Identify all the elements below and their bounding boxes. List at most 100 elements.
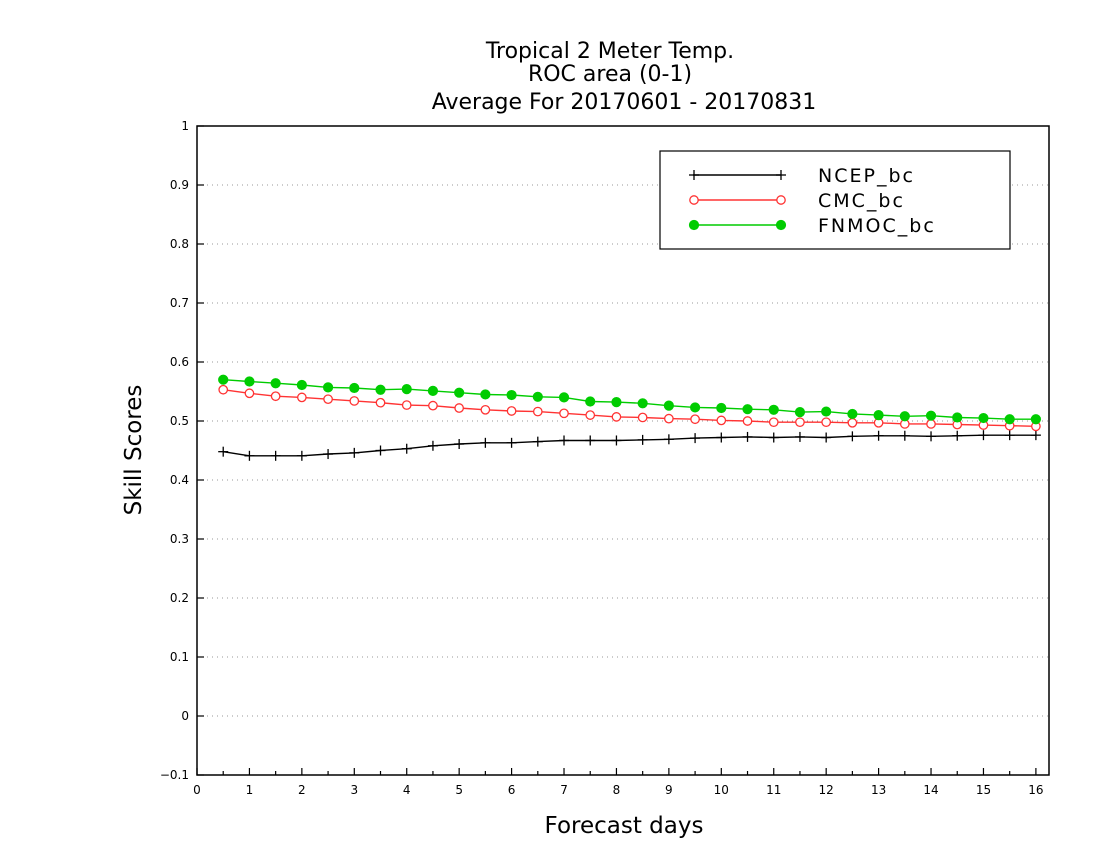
gridlines	[197, 184, 1049, 717]
data-point	[821, 417, 832, 428]
data-point	[480, 437, 491, 448]
data-point	[218, 384, 229, 395]
data-point	[375, 397, 386, 408]
data-point	[978, 430, 989, 441]
y-tick-label: 0.2	[170, 591, 189, 605]
data-point	[663, 434, 674, 445]
data-point	[585, 410, 596, 420]
data-point	[716, 402, 727, 414]
data-point	[873, 410, 884, 421]
data-point	[689, 402, 701, 413]
data-point	[637, 434, 648, 445]
x-tick-label: 8	[613, 783, 621, 797]
legend-marker	[776, 195, 786, 205]
data-point	[480, 404, 491, 415]
title-line-1: Tropical 2 Meter Temp.	[485, 39, 734, 64]
x-axis-label: Forecast days	[545, 813, 704, 839]
x-tick-label: 5	[455, 783, 463, 797]
y-tick-label: 0.5	[170, 414, 189, 428]
data-point	[1030, 414, 1041, 425]
x-tick-label: 11	[766, 783, 781, 797]
data-point	[611, 412, 622, 422]
legend-label: FNMOC_bc	[818, 215, 936, 237]
data-point	[558, 392, 570, 403]
data-point	[899, 430, 910, 441]
data-point	[323, 394, 333, 405]
x-tick-label: 2	[298, 783, 306, 797]
data-point	[401, 384, 412, 395]
data-point	[270, 450, 281, 461]
x-tick-label: 1	[246, 783, 254, 797]
series-line	[223, 434, 1036, 457]
data-point	[795, 417, 805, 428]
data-point	[794, 407, 806, 418]
data-point	[847, 417, 858, 428]
data-point	[585, 396, 596, 407]
legend-marker	[775, 219, 787, 231]
x-tick-label: 15	[976, 783, 991, 797]
data-point	[532, 391, 543, 402]
data-point	[663, 400, 674, 411]
data-point	[270, 378, 281, 389]
series-NCEP_bc	[218, 430, 1041, 461]
data-point	[742, 431, 753, 442]
x-tick-label: 6	[508, 783, 516, 797]
data-point	[637, 412, 648, 423]
data-point	[297, 392, 307, 403]
data-point	[375, 445, 386, 456]
data-point	[270, 391, 281, 402]
data-point	[349, 382, 360, 394]
data-point	[742, 416, 753, 426]
y-axis-label: Skill Scores	[121, 385, 147, 516]
x-tick-label: 0	[193, 783, 201, 797]
data-point	[454, 403, 465, 413]
data-point	[296, 450, 307, 461]
data-point	[454, 439, 465, 450]
data-point	[899, 411, 910, 422]
data-point	[794, 431, 805, 442]
data-point	[664, 413, 674, 424]
data-point	[559, 408, 569, 419]
data-point	[401, 400, 412, 410]
data-point	[768, 404, 779, 415]
data-point	[322, 382, 334, 393]
data-point	[611, 397, 622, 408]
x-tick-label: 3	[350, 783, 358, 797]
data-point	[926, 419, 936, 429]
x-axis-ticks: 0 1 2 3 4 5 6 7 8 9 10 11 12 13 14 15 16	[193, 768, 1044, 797]
x-tick-label: 4	[403, 783, 411, 797]
y-tick-label: 0.9	[170, 178, 189, 192]
legend-marker	[688, 219, 700, 231]
data-point	[244, 388, 255, 399]
data-point	[454, 387, 465, 398]
title-line-2: ROC area (0-1)	[528, 62, 692, 87]
series-layer	[218, 374, 1041, 461]
y-tick-label: 0.4	[170, 473, 189, 487]
data-point	[428, 400, 438, 411]
data-point	[952, 430, 963, 441]
y-tick-label: 0.3	[170, 532, 189, 546]
data-point	[768, 417, 779, 428]
legend-marker	[776, 170, 786, 180]
data-point	[506, 437, 517, 448]
legend-label: CMC_bc	[818, 190, 905, 212]
series-FNMOC_bc	[218, 374, 1041, 425]
data-point	[427, 385, 439, 397]
x-tick-label: 14	[923, 783, 938, 797]
y-axis-ticks: −0.1 0 0.1 0.2 0.3 0.4 0.5 0.6 0.7 0.8 0.9 1	[160, 119, 204, 782]
data-point	[218, 446, 229, 457]
x-tick-label: 16	[1028, 783, 1043, 797]
data-point	[427, 440, 438, 451]
data-point	[637, 398, 648, 409]
chart-title: Tropical 2 Meter Temp. ROC area (0-1) Av…	[432, 39, 817, 115]
data-point	[952, 412, 963, 423]
legend-marker	[689, 195, 699, 205]
title-line-3: Average For 20170601 - 20170831	[432, 90, 817, 115]
data-point	[847, 408, 858, 420]
y-tick-label: −0.1	[160, 768, 189, 782]
data-point	[690, 433, 701, 444]
series-line	[223, 379, 1036, 420]
data-point	[1004, 430, 1015, 441]
data-point	[1030, 430, 1041, 441]
